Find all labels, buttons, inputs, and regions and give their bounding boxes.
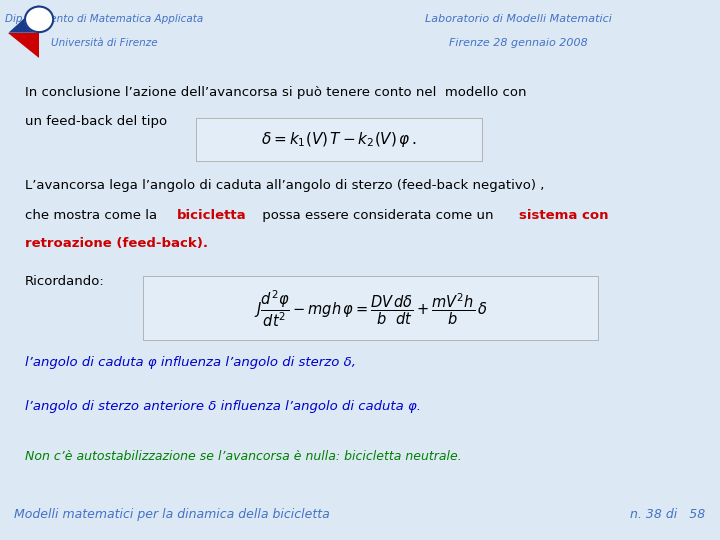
Text: Dipartimento di Matematica Applicata: Dipartimento di Matematica Applicata [5, 14, 204, 24]
Text: L’avancorsa lega l’angolo di caduta all’angolo di sterzo (feed-back negativo) ,: L’avancorsa lega l’angolo di caduta all’… [24, 179, 544, 192]
Text: Università di Firenze: Università di Firenze [51, 38, 158, 49]
FancyBboxPatch shape [143, 276, 598, 340]
Text: $\delta = k_1(V)\,T - k_2(V)\,\varphi\,.$: $\delta = k_1(V)\,T - k_2(V)\,\varphi\,.… [261, 130, 417, 149]
Text: Non c’è autostabilizzazione se l’avancorsa è nulla: bicicletta neutrale.: Non c’è autostabilizzazione se l’avancor… [24, 450, 462, 463]
Polygon shape [9, 33, 39, 58]
Text: Laboratorio di Modelli Matematici: Laboratorio di Modelli Matematici [425, 14, 612, 24]
Text: In conclusione l’azione dell’avancorsa si può tenere conto nel  modello con: In conclusione l’azione dell’avancorsa s… [24, 85, 526, 99]
Text: Modelli matematici per la dinamica della bicicletta: Modelli matematici per la dinamica della… [14, 508, 330, 521]
Text: l’angolo di caduta φ influenza l’angolo di sterzo δ,: l’angolo di caduta φ influenza l’angolo … [24, 356, 356, 369]
Polygon shape [9, 5, 39, 33]
Text: un feed-back del tipo: un feed-back del tipo [24, 116, 167, 129]
Text: che mostra come la: che mostra come la [24, 209, 161, 222]
Text: Firenze 28 gennaio 2008: Firenze 28 gennaio 2008 [449, 38, 588, 49]
Text: n. 38 di   58: n. 38 di 58 [630, 508, 706, 521]
Text: sistema con: sistema con [518, 209, 608, 222]
Text: possa essere considerata come un: possa essere considerata come un [258, 209, 498, 222]
Text: Ricordando:: Ricordando: [24, 275, 104, 288]
Text: bicicletta: bicicletta [177, 209, 247, 222]
Circle shape [25, 6, 53, 32]
Text: retroazione (feed-back).: retroazione (feed-back). [24, 238, 208, 251]
FancyBboxPatch shape [196, 118, 482, 161]
Text: $J\dfrac{d^2\varphi}{dt^2} - mgh\,\varphi = \dfrac{DV}{b}\dfrac{d\delta}{dt} + \: $J\dfrac{d^2\varphi}{dt^2} - mgh\,\varph… [254, 288, 487, 329]
Text: l’angolo di sterzo anteriore δ influenza l’angolo di caduta φ.: l’angolo di sterzo anteriore δ influenza… [24, 401, 420, 414]
